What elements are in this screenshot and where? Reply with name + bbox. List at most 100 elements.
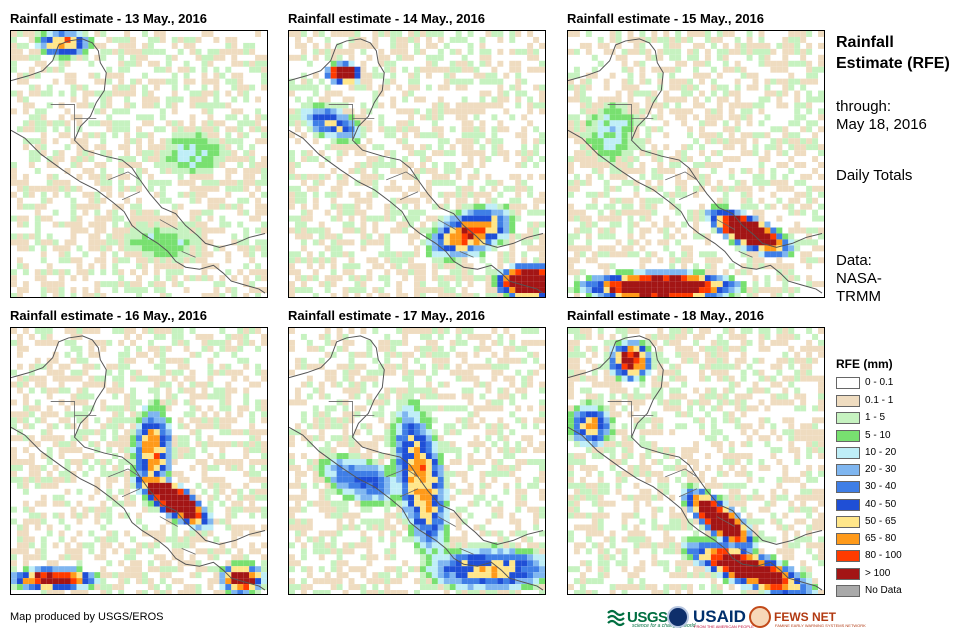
- rainfall-cell: [609, 281, 616, 288]
- rainfall-cell: [52, 120, 59, 127]
- rainfall-cell: [34, 566, 41, 573]
- rainfall-cell: [408, 393, 415, 400]
- rainfall-cell: [645, 78, 652, 85]
- rainfall-cell: [384, 257, 391, 264]
- rainfall-cell: [330, 381, 337, 388]
- rainfall-cell: [663, 36, 670, 43]
- rainfall-cell: [455, 36, 462, 43]
- rainfall-cell: [728, 215, 735, 222]
- rainfall-cell: [88, 36, 95, 43]
- rainfall-cell: [716, 275, 723, 282]
- rainfall-cell: [414, 215, 420, 222]
- rainfall-cell: [479, 60, 486, 67]
- rainfall-cell: [812, 138, 819, 145]
- rainfall-cell: [342, 60, 349, 67]
- rainfall-cell: [249, 42, 256, 49]
- rainfall-cell: [597, 245, 604, 252]
- rainfall-cell: [100, 54, 107, 61]
- rainfall-cell: [64, 191, 71, 198]
- rainfall-cell: [225, 333, 232, 340]
- rainfall-cell: [657, 239, 664, 246]
- rainfall-cell: [112, 209, 119, 216]
- rainfall-cell: [46, 411, 53, 418]
- rainfall-cell: [249, 548, 256, 555]
- rainfall-cell: [177, 560, 184, 567]
- rainfall-cell: [449, 369, 456, 376]
- rainfall-cell: [740, 233, 747, 240]
- rainfall-cell: [414, 31, 420, 37]
- rainfall-cell: [609, 173, 616, 180]
- rainfall-cell: [34, 60, 41, 67]
- rainfall-cell: [752, 239, 759, 246]
- rainfall-cell: [746, 251, 753, 258]
- rainfall-cell: [437, 263, 444, 270]
- rainfall-cell: [255, 363, 262, 370]
- rainfall-cell: [40, 387, 47, 394]
- rainfall-cell: [70, 566, 77, 573]
- rainfall-cell: [591, 287, 598, 294]
- rainfall-cell: [165, 488, 172, 495]
- rainfall-cell: [390, 227, 397, 234]
- rainfall-cell: [360, 281, 367, 288]
- rainfall-cell: [354, 162, 361, 168]
- rainfall-cell: [183, 36, 190, 43]
- rainfall-cell: [22, 476, 29, 483]
- rainfall-cell: [118, 42, 125, 49]
- rainfall-cell: [112, 36, 119, 43]
- rainfall-cell: [627, 221, 634, 228]
- rainfall-cell: [189, 126, 196, 133]
- rainfall-cell: [189, 453, 196, 460]
- rainfall-cell: [568, 287, 574, 294]
- rainfall-cell: [159, 375, 166, 382]
- rainfall-cell: [207, 578, 214, 585]
- rainfall-cell: [414, 399, 420, 406]
- rainfall-cell: [237, 239, 244, 246]
- rainfall-cell: [76, 31, 83, 37]
- rainfall-cell: [419, 345, 426, 352]
- rainfall-cell: [669, 72, 676, 79]
- rainfall-cell: [70, 221, 77, 228]
- rainfall-cell: [231, 417, 238, 424]
- rainfall-cell: [11, 417, 17, 424]
- rainfall-cell: [195, 36, 202, 43]
- rainfall-cell: [16, 90, 23, 97]
- rainfall-cell: [112, 233, 119, 240]
- rainfall-cell: [70, 197, 77, 204]
- rainfall-cell: [249, 48, 256, 55]
- rainfall-cell: [118, 281, 125, 288]
- rainfall-cell: [22, 191, 29, 198]
- rainfall-cell: [603, 138, 610, 145]
- rainfall-cell: [728, 287, 735, 294]
- rainfall-cell: [716, 96, 723, 103]
- rainfall-cell: [467, 60, 474, 67]
- rainfall-cell: [34, 476, 41, 483]
- rainfall-cell: [255, 31, 262, 37]
- rainfall-cell: [579, 96, 586, 103]
- rainfall-cell: [165, 120, 172, 127]
- rainfall-cell: [716, 54, 723, 61]
- rainfall-cell: [153, 84, 160, 91]
- rainfall-cell: [207, 584, 214, 591]
- rainfall-cell: [165, 441, 172, 448]
- rainfall-cell: [201, 72, 208, 79]
- rainfall-cell: [443, 287, 450, 294]
- rainfall-cell: [300, 173, 307, 180]
- rainfall-cell: [764, 221, 771, 228]
- rainfall-cell: [431, 227, 438, 234]
- rainfall-cell: [165, 66, 172, 73]
- rainfall-cell: [693, 60, 699, 67]
- rainfall-cell: [497, 357, 504, 364]
- rainfall-cell: [225, 42, 232, 49]
- rainfall-cell: [70, 339, 77, 346]
- rainfall-cell: [249, 488, 256, 495]
- rainfall-cell: [467, 387, 474, 394]
- rainfall-cell: [231, 96, 238, 103]
- rainfall-cell: [491, 281, 498, 288]
- rainfall-cell: [372, 381, 379, 388]
- rainfall-cell: [231, 114, 238, 121]
- rainfall-cell: [159, 488, 166, 495]
- rainfall-cell: [106, 417, 113, 424]
- rainfall-cell: [106, 102, 113, 109]
- rainfall-cell: [425, 328, 432, 334]
- rainfall-cell: [324, 173, 331, 180]
